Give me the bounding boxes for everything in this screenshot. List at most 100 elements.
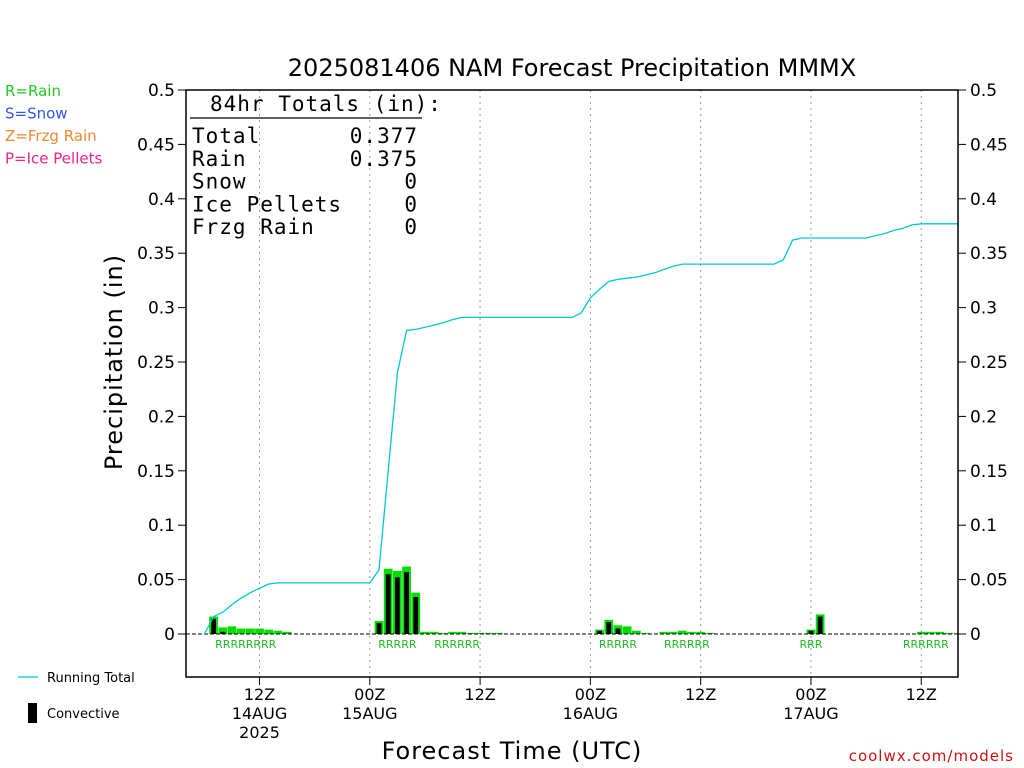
rain-bar [641,632,650,634]
totals-row-label: Snow [192,170,247,194]
credit-text: coolwx.com/models [849,747,1014,765]
rain-bar [466,632,476,634]
y-tick-label-left: 0.15 [137,462,175,482]
grid-layer [259,90,922,677]
rain-bar [448,631,457,634]
x-tick-label: 17AUG [783,704,838,723]
totals-row-value: 0 [404,215,418,239]
convective-bar [808,630,814,634]
x-tick-label: 00Z [354,685,385,704]
y-tick-label-right: 0 [970,625,981,645]
y-tick-label-left: 0.3 [148,299,175,319]
rain-bar [659,631,669,634]
rain-bar [916,631,926,634]
type-legend-entry: Z=Frzg Rain [5,127,97,145]
x-tick-label: 15AUG [342,704,397,723]
convective-bar [220,631,226,634]
rain-bar [218,627,228,634]
rain-bar [705,632,715,634]
convective-bar [413,597,419,634]
convective-bar [211,618,216,634]
chart-title: 2025081406 NAM Forecast Precipitation MM… [288,54,856,82]
convective-bar [606,622,612,634]
totals-box: 84hr Totals (in): Total 0.377 Rain 0.375 Snow… [190,92,442,239]
type-legend-entry: R=Rain [5,82,61,100]
legend-running-total: Running Total [47,671,135,686]
rain-bar [429,631,439,634]
rain-bar [245,628,255,634]
convective-bar [615,628,621,634]
y-tick-label-left: 0 [164,625,175,645]
convective-bar [376,623,382,634]
totals-row-label: Total [192,124,260,148]
type-legend-entry: S=Snow [5,105,68,123]
totals-row-label: Frzg Rain [192,215,315,239]
y-tick-label-right: 0.5 [970,81,997,101]
rain-bar [475,632,485,634]
convective-bar [404,571,409,634]
convective-bar [597,630,602,634]
rain-bar [631,630,641,634]
y-tick-label-left: 0.4 [148,190,175,210]
precip-type-label: RRRRR [378,638,417,651]
precip-type-label: RRRRRR [664,638,710,651]
precip-type-label: RRRRR [599,638,638,651]
y-tick-label-left: 0.45 [137,135,175,155]
y-tick-label-right: 0.25 [970,353,1008,373]
y-tick-label-left: 0.05 [137,571,175,591]
x-tick-label: 12Z [464,685,495,704]
plot-frame [185,89,959,678]
y-tick-label-right: 0.15 [970,462,1008,482]
x-tick-label: 12Z [685,685,716,704]
legend-convective: Convective [47,707,120,722]
y-tick-label-right: 0.2 [970,407,997,427]
y-tick-label-left: 0.5 [148,81,175,101]
rain-bar [282,631,292,634]
totals-row-label: Ice Pellets [192,192,342,216]
y-tick-label-right: 0.45 [970,135,1008,155]
x-axis-label: Forecast Time (UTC) [382,737,643,765]
rain-bar [935,631,944,634]
convective-bar [817,616,823,634]
rain-bar [457,631,467,634]
rain-bar [668,631,678,634]
x-tick-label: 12Z [244,685,275,704]
rain-bar [687,631,696,634]
x-tick-label: 14AUG [232,704,287,723]
y-tick-label-left: 0.25 [137,353,175,373]
rain-bar [236,628,246,634]
y-tick-label-right: 0.05 [970,571,1008,591]
rain-bar [696,631,706,634]
rain-bar [227,626,237,634]
totals-row-value: 0 [404,170,418,194]
convective-bar [385,574,391,634]
rain-bar [264,629,274,634]
rain-bar [255,628,264,634]
totals-row-label: Rain [192,147,247,171]
x-tick-label: 2025 [239,723,280,742]
x-tick-label: 12Z [906,685,937,704]
totals-row-value: 0 [404,192,418,216]
precip-type-label: RRR [799,638,822,651]
y-tick-label-right: 0.1 [970,516,997,536]
rain-bar [622,626,632,634]
rain-bar [484,632,494,634]
axes-layer: 0 00.05 0.050.1 0.10.15 0.150.2 0.20.25 0.250.… [137,81,1008,742]
y-tick-label-left: 0.1 [148,516,175,536]
rain-bar [926,631,935,634]
convective-bar [394,577,400,634]
totals-heading: 84hr Totals (in): [210,92,442,116]
precip-type-label: RRRRRR [434,638,480,651]
rain-bar [494,632,503,634]
rain-bar [420,631,430,634]
x-tick-label: 00Z [795,685,826,704]
x-tick-label: 16AUG [563,704,618,723]
y-tick-label-left: 0.35 [137,244,175,264]
series-legend: Running Total Convective [18,671,135,723]
line-layer: RRRRRRRR RRRRR RRRRRR RRRRR RRRRRR RRR RRRRRR [186,223,958,651]
bars-layer [209,566,954,634]
precip-type-label: RRRRRRRR [215,638,277,651]
rain-bar [944,632,954,634]
rain-bar [438,632,448,634]
